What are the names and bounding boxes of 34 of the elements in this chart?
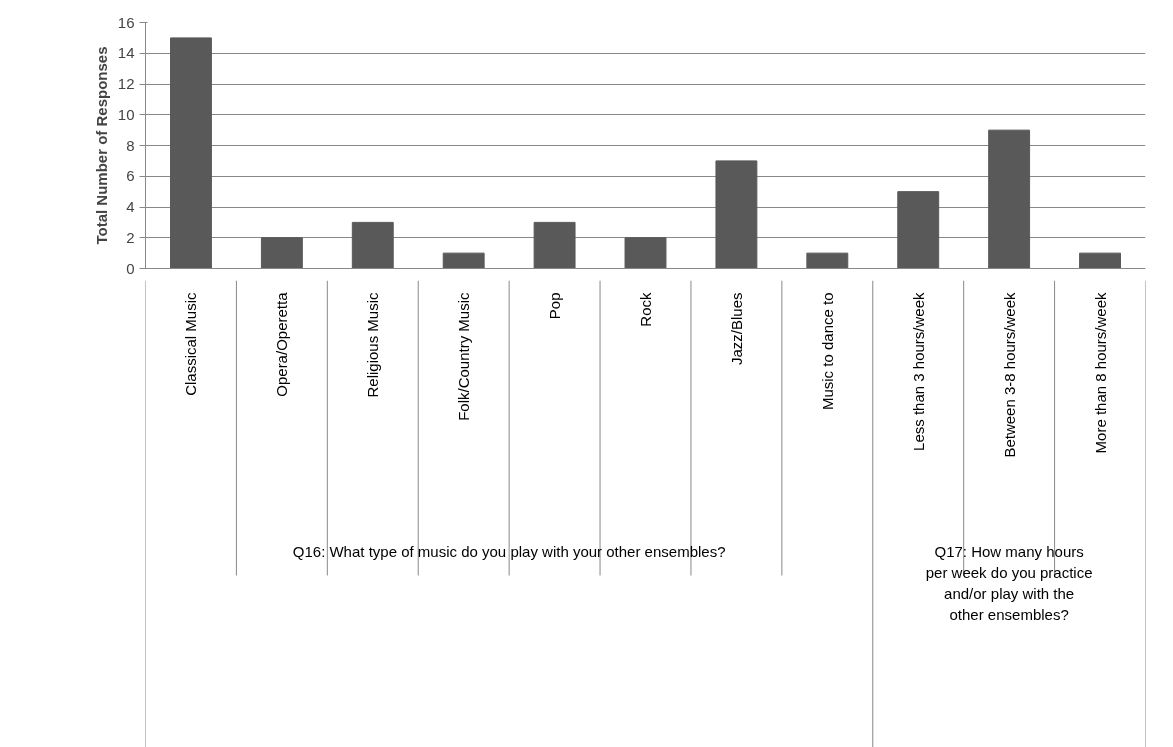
y-tick-label: 6 bbox=[126, 167, 135, 185]
bar bbox=[1079, 252, 1121, 269]
y-tick-label: 16 bbox=[117, 13, 135, 31]
y-tick-label: 12 bbox=[117, 75, 135, 92]
x-tick-label: Less than 3 hours/week bbox=[909, 292, 927, 451]
x-tick-label: Rock bbox=[637, 292, 654, 327]
bar bbox=[351, 221, 394, 269]
bar bbox=[897, 191, 940, 269]
bar bbox=[715, 160, 758, 269]
text: Q16: What type of music do you play with your other ensembles? bbox=[292, 542, 726, 560]
x-tick-label: Jazz/Blues bbox=[727, 292, 745, 366]
bar bbox=[260, 237, 303, 269]
y-tick-label: 0 bbox=[126, 259, 135, 277]
x-tick-label: Religious Music bbox=[364, 292, 382, 398]
y-tick-label: 8 bbox=[126, 136, 135, 154]
bar bbox=[806, 252, 849, 269]
bar bbox=[533, 221, 576, 269]
bar bbox=[442, 252, 485, 269]
x-tick-label: Between 3-8 hours/week bbox=[1000, 292, 1018, 458]
y-tick-label: 14 bbox=[117, 44, 135, 62]
bar bbox=[624, 237, 667, 269]
x-tick-label: More than 8 hours/week bbox=[1091, 292, 1109, 454]
y-tick-label: 4 bbox=[126, 198, 135, 215]
bar bbox=[988, 129, 1031, 269]
x-tick-label: Opera/Operetta bbox=[273, 291, 291, 397]
text: Q17: How many hours per week do you practice and/or play with the other ensembles? bbox=[925, 542, 1093, 624]
y-axis-title: Total Number of Responses bbox=[92, 46, 110, 245]
y-tick-label: 10 bbox=[117, 105, 135, 123]
x-tick-label: Pop bbox=[546, 292, 564, 320]
bar bbox=[170, 37, 212, 269]
y-tick-label: 2 bbox=[126, 228, 135, 246]
x-tick-label: Classical Music bbox=[182, 292, 200, 396]
x-tick-label: Folk/Country Music bbox=[455, 292, 473, 421]
x-tick-label: Music to dance to bbox=[818, 292, 836, 411]
